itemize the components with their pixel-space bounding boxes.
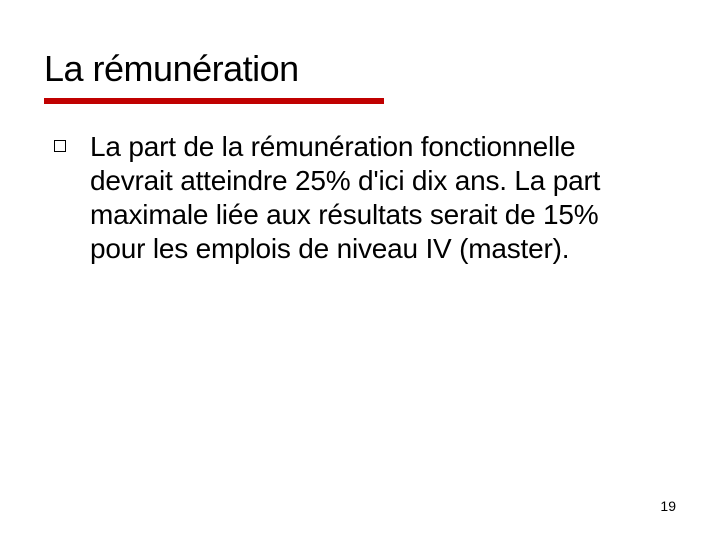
page-number: 19: [660, 498, 676, 514]
body-area: La part de la rémunération fonctionnelle…: [44, 130, 676, 267]
body-text: La part de la rémunération fonctionnelle…: [90, 130, 650, 267]
slide-title: La rémunération: [44, 48, 676, 90]
title-underline: [44, 98, 384, 104]
square-bullet-icon: [54, 140, 66, 152]
slide-container: La rémunération La part de la rémunérati…: [0, 0, 720, 540]
